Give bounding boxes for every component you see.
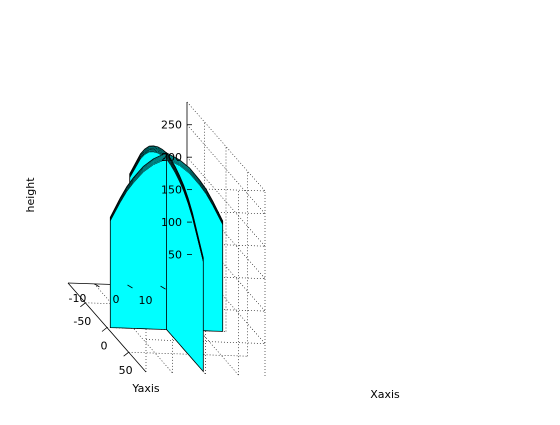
x-axis-label: Xaxis <box>370 388 400 401</box>
y-tick-label: 0 <box>113 293 120 306</box>
x-tick <box>80 302 86 308</box>
x-tick-label: 0 <box>101 340 108 353</box>
x-tick <box>123 351 129 357</box>
y-tick <box>127 284 133 289</box>
z-tick-label: 250 <box>161 119 182 132</box>
sheet-x0-front-mesh-line <box>110 155 167 220</box>
z-tick-label: 50 <box>168 249 182 262</box>
sheet-x0-back-mesh-line <box>166 153 223 222</box>
back-wall-grid-horizontal <box>145 274 266 279</box>
x-tick <box>101 327 108 332</box>
floor-grid-x-line <box>128 351 248 357</box>
sheet-x0-front-mesh-line <box>110 158 167 222</box>
z-tick-label: 200 <box>161 151 182 164</box>
sheet-x0-front-mesh-line <box>110 154 167 219</box>
surface <box>109 145 224 373</box>
y-tick-label: -10 <box>68 292 86 305</box>
sheet-x0-front <box>109 152 167 330</box>
x-tick-label: 50 <box>119 364 133 377</box>
z-axis-label: height <box>24 177 37 213</box>
z-tick-label: 150 <box>161 184 182 197</box>
sheet-x0-back-mesh-line <box>166 154 223 223</box>
sheet-x0-front-mesh-line <box>110 153 167 219</box>
y-tick <box>160 285 166 290</box>
sheet-x0-front-mesh-line <box>110 156 167 220</box>
y-tick <box>94 283 100 288</box>
x-tick-label: -50 <box>73 315 91 328</box>
tick-labels: -50 0 50 -10 0 10 50 100 150 200 250 <box>68 119 192 377</box>
sheet-x0-back-mesh-line <box>166 156 223 224</box>
top-back-edge-y <box>145 186 266 192</box>
z-tick-label: 100 <box>161 216 182 229</box>
sheet-x0-back-mesh-line <box>166 155 223 224</box>
sheet-x0-front-mesh-line <box>110 157 167 221</box>
y-axis-label: Yaxis <box>131 382 160 395</box>
back-wall-grid-horizontal <box>145 241 266 247</box>
back-wall-grid-horizontal <box>145 209 266 215</box>
back-wall-grid-horizontal <box>145 306 266 312</box>
y-tick-label: 10 <box>139 294 153 307</box>
back-wall-grid-horizontal <box>145 339 266 344</box>
sheet-x0-back-mesh-line <box>166 158 223 225</box>
sheet-x0-back-mesh-line <box>166 157 223 225</box>
